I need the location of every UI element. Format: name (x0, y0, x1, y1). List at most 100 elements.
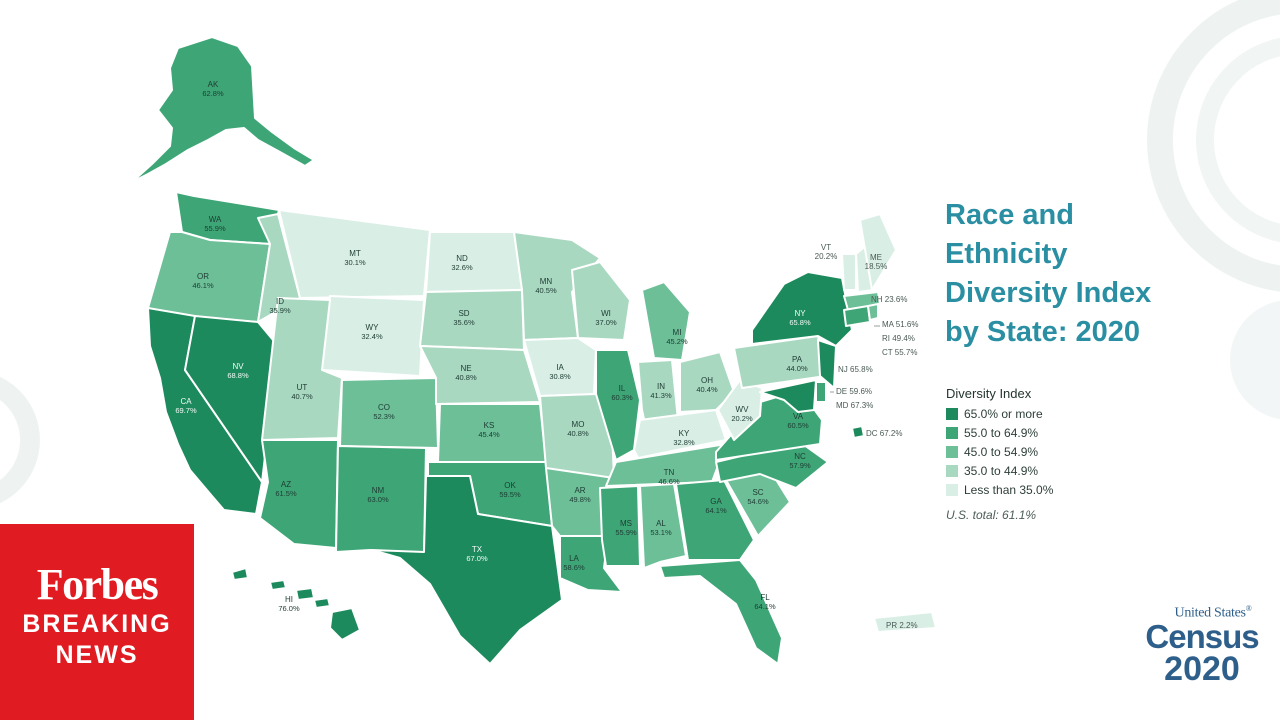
legend-item: Less than 35.0% (946, 480, 1053, 499)
state-abbr-al: AL (656, 519, 666, 528)
state-abbr-va: VA (793, 412, 804, 421)
state-value-pa: 44.0% (786, 364, 808, 373)
state-callout-nj: NJ 65.8% (838, 365, 873, 374)
news-label: NEWS (55, 641, 139, 669)
state-value-vt: 20.2% (815, 252, 838, 261)
state-value-fl: 64.1% (754, 602, 776, 611)
state-abbr-wv: WV (736, 405, 750, 414)
state-ky (633, 409, 727, 459)
state-value-ms: 55.9% (615, 528, 637, 537)
state-value-wi: 37.0% (595, 318, 617, 327)
state-value-nv: 68.8% (227, 371, 249, 380)
census-logo-top: United States® (1154, 604, 1272, 622)
state-value-al: 53.1% (650, 528, 672, 537)
state-value-mo: 40.8% (567, 429, 589, 438)
state-abbr-il: IL (619, 384, 626, 393)
state-mi (641, 281, 691, 361)
state-value-la: 58.6% (563, 563, 585, 572)
map-title: Race and Ethnicity Diversity Index by St… (945, 196, 1245, 352)
legend-item: 65.0% or more (946, 404, 1053, 423)
state-abbr-sc: SC (752, 488, 763, 497)
registered-mark: ® (1245, 604, 1252, 613)
legend-label: 45.0 to 54.9% (964, 444, 1039, 459)
state-me (859, 213, 897, 291)
state-callout-nh: NH 23.6% (871, 295, 907, 304)
state-abbr-vt: VT (821, 243, 831, 252)
state-abbr-mi: MI (673, 328, 682, 337)
state-abbr-ar: AR (574, 486, 585, 495)
state-abbr-nd: ND (456, 254, 468, 263)
state-abbr-hi: HI (285, 595, 293, 604)
state-abbr-mt: MT (349, 249, 361, 258)
state-de (815, 381, 827, 403)
state-callout-ri: RI 49.4% (882, 334, 915, 343)
state-callout-pr: PR 2.2% (886, 621, 918, 630)
state-value-mn: 40.5% (535, 286, 557, 295)
state-abbr-oh: OH (701, 376, 713, 385)
forbes-breaking-news-logo: Forbes BREAKING NEWS (0, 524, 194, 720)
state-ne (419, 345, 541, 405)
state-value-ar: 49.8% (569, 495, 591, 504)
state-or (147, 231, 271, 323)
hawaii-island (269, 579, 287, 591)
state-ri (867, 303, 879, 321)
state-ak (131, 36, 315, 183)
state-value-ut: 40.7% (291, 392, 313, 401)
state-abbr-co: CO (378, 403, 390, 412)
state-value-ks: 45.4% (478, 430, 500, 439)
state-az (259, 439, 339, 549)
state-value-ia: 30.8% (549, 372, 571, 381)
title-line: by State: 2020 (945, 316, 1141, 348)
state-abbr-mn: MN (540, 277, 553, 286)
legend-label: 65.0% or more (964, 406, 1043, 421)
legend: Diversity Index 65.0% or more 55.0 to 64… (946, 386, 1053, 522)
legend-label: 35.0 to 44.9% (964, 463, 1039, 478)
state-abbr-ok: OK (504, 481, 516, 490)
state-md (759, 379, 817, 413)
state-abbr-ne: NE (460, 364, 471, 373)
census-2020-logo: United States® Census 2020 (1132, 604, 1272, 686)
legend-swatch (946, 445, 958, 458)
legend-item: 35.0 to 44.9% (946, 461, 1053, 480)
state-abbr-nm: NM (372, 486, 385, 495)
state-value-il: 60.3% (611, 393, 633, 402)
state-wi (571, 261, 631, 341)
state-abbr-ia: IA (556, 363, 564, 372)
hawaii-island (313, 597, 331, 609)
state-abbr-wa: WA (209, 215, 222, 224)
state-value-or: 46.1% (192, 281, 214, 290)
legend-item: 45.0 to 54.9% (946, 442, 1053, 461)
state-ct (843, 305, 871, 327)
census-logo-word: Census (1145, 617, 1259, 655)
title-line: Race and (945, 199, 1074, 231)
us-total: U.S. total: 61.1% (946, 508, 1037, 522)
state-nj (817, 339, 837, 389)
state-abbr-tn: TN (664, 468, 675, 477)
state-value-ak: 62.8% (202, 89, 224, 98)
state-abbr-wy: WY (366, 323, 380, 332)
state-value-wa: 55.9% (204, 224, 226, 233)
state-fl (659, 559, 783, 665)
state-abbr-id: ID (276, 297, 284, 306)
legend-swatch (946, 483, 958, 496)
state-value-nm: 63.0% (367, 495, 389, 504)
title-line: Ethnicity (945, 238, 1068, 270)
state-abbr-ky: KY (679, 429, 690, 438)
legend-swatch (946, 426, 958, 439)
state-abbr-az: AZ (281, 480, 291, 489)
state-ga (675, 479, 755, 561)
state-callout-ma: MA 51.6% (882, 320, 918, 329)
state-value-ga: 64.1% (705, 506, 727, 515)
state-value-ny: 65.8% (789, 318, 811, 327)
state-value-wv: 20.2% (731, 414, 753, 423)
state-abbr-mo: MO (572, 420, 585, 429)
legend-label: 55.0 to 64.9% (964, 425, 1039, 440)
hawaii-island (295, 587, 315, 601)
state-value-mi: 45.2% (666, 337, 688, 346)
state-abbr-fl: FL (760, 593, 770, 602)
state-abbr-sd: SD (458, 309, 469, 318)
state-value-nc: 57.9% (789, 461, 811, 470)
state-al (639, 483, 687, 569)
state-value-id: 35.9% (269, 306, 291, 315)
